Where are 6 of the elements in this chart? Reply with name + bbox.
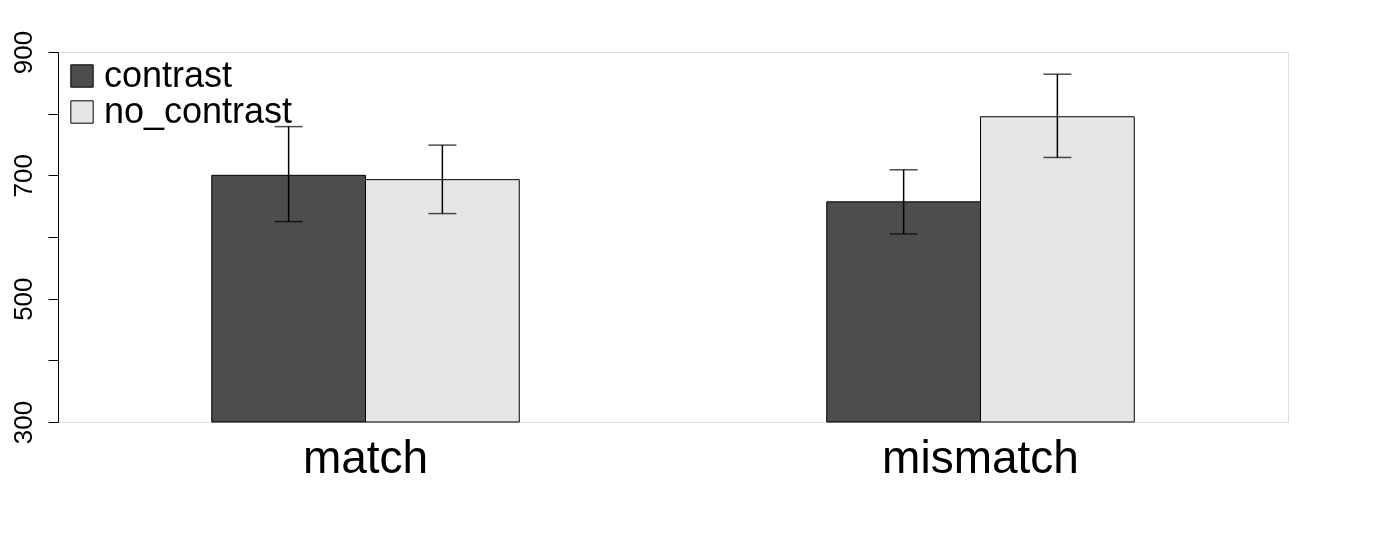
y-tick-label: 700 <box>7 154 38 198</box>
x-tick-label: mismatch <box>882 430 1079 483</box>
y-tick-label: 900 <box>7 30 38 75</box>
x-tick-label: match <box>302 430 429 483</box>
y-tick-label: 500 <box>7 277 38 321</box>
y-tick-label: 300 <box>7 400 38 445</box>
